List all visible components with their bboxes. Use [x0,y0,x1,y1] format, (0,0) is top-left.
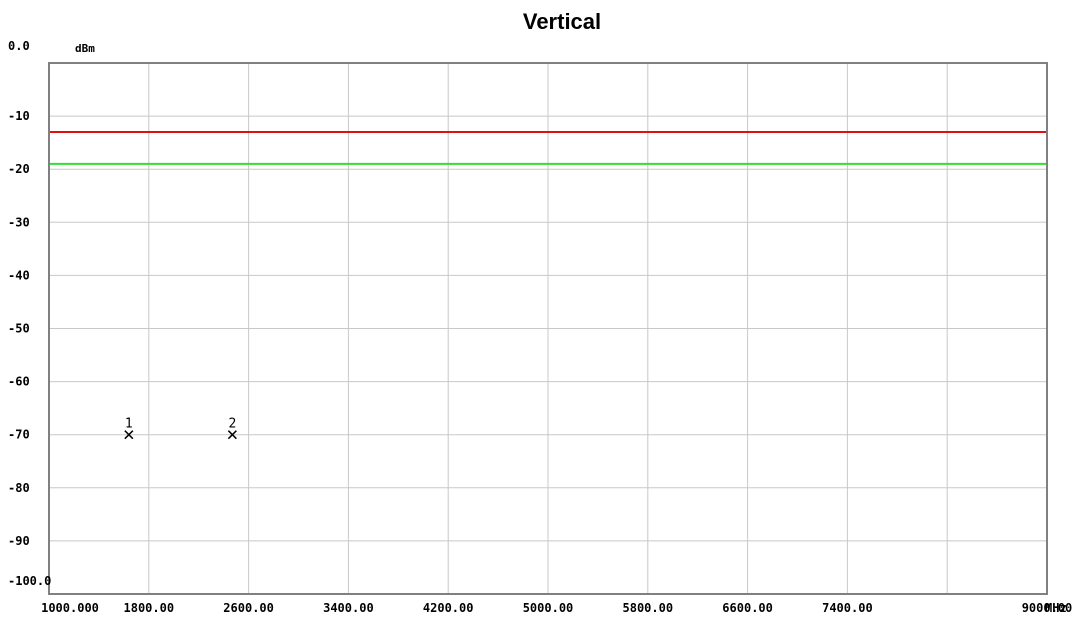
y-axis-unit: dBm [75,42,95,55]
x-tick-label: 2600.00 [223,601,274,615]
y-tick-label: -70 [8,428,30,442]
chart-title: Vertical [523,9,601,34]
x-axis-ticks: 1000.000 1800.00 2600.00 3400.00 4200.00 5000… [41,601,1072,615]
y-tick-label: -50 [8,322,30,336]
x-tick-label: 5800.00 [623,601,674,615]
x-tick-label: 6600.00 [722,601,773,615]
x-tick-label: 5000.00 [523,601,574,615]
grid [49,63,1047,594]
marker-1: 1 [124,417,134,440]
y-tick-label: -80 [8,481,30,495]
y-tick-label: -10 [8,109,30,123]
y-tick-label: 0.0 [8,39,30,53]
y-tick-label: -40 [8,268,30,282]
y-tick-label: -30 [8,215,30,229]
x-tick-label: 9000.00 [1022,601,1073,615]
plot-frame [48,62,1048,595]
y-axis-ticks: 0.0 -10 -20 -30 -40 -50 -60 -70 -80 -90 -100.0 [8,39,51,588]
x-tick-label: 4200.00 [423,601,474,615]
y-tick-label: -60 [8,375,30,389]
y-tick-label: -90 [8,534,30,548]
marker-label: 2 [228,417,236,432]
marker-label: 1 [125,417,133,432]
x-tick-label: 3400.00 [323,601,374,615]
x-tick-label: 1800.00 [124,601,175,615]
marker-cross [227,430,237,440]
x-tick-label: 1000.000 [41,601,99,615]
marker-2: 2 [227,417,237,440]
x-tick-label: 7400.00 [822,601,873,615]
series-lines [49,131,1047,165]
x-axis-unit: MHz [1045,601,1067,615]
y-tick-label: -100.0 [8,574,51,588]
y-tick-label: -20 [8,162,30,176]
marker-cross [124,430,134,440]
